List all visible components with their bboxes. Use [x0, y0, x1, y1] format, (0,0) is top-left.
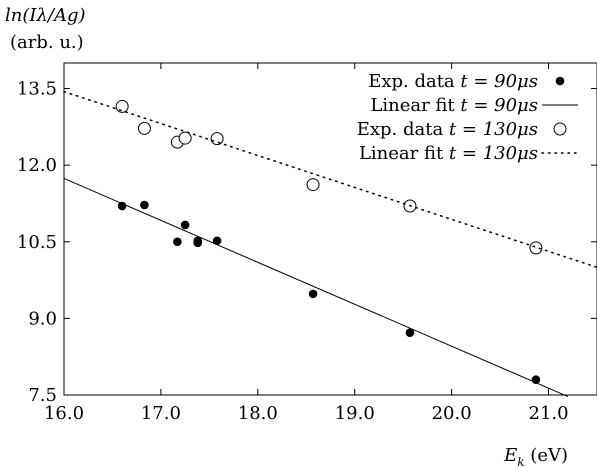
fit-line-3 [63, 90, 597, 269]
open-data-point [210, 132, 224, 146]
y-tick-label: 13.5 [17, 79, 57, 100]
legend-marker-swatch [553, 122, 567, 136]
plot-frame [63, 62, 597, 396]
legend-label: Linear fit t = 90μs [370, 95, 538, 116]
filled-data-point [140, 200, 149, 210]
legend-label: Exp. data t = 90μs [368, 71, 538, 92]
open-data-point [529, 241, 543, 255]
legend: Exp. data t = 90μs Linear fit t = 90μs Exp… [357, 71, 579, 164]
x-axis-label: Ek (eV) [503, 445, 568, 468]
series-1 [63, 177, 569, 397]
x-tick-label: 18.0 [238, 403, 278, 424]
legend-label: Exp. data t = 130μs [357, 119, 538, 140]
x-tick-label: 19.0 [335, 403, 375, 424]
x-tick-label: 21.0 [529, 403, 569, 424]
y-tick-label: 7.5 [28, 385, 57, 406]
series-0 [117, 200, 541, 384]
y-axis-label: ln(Iλ/Ag) [5, 5, 86, 26]
y-tick-label: 9.0 [28, 308, 57, 329]
legend-marker-swatch [555, 76, 565, 86]
filled-data-point [173, 237, 182, 247]
open-data-point [115, 99, 129, 113]
y-tick-label: 12.0 [17, 155, 57, 176]
x-tick-label: 16.0 [44, 403, 84, 424]
filled-data-point [308, 289, 318, 299]
x-tick-label: 20.0 [432, 403, 472, 424]
fit-line-1 [63, 177, 569, 397]
series-3 [63, 90, 597, 269]
filled-data-point [193, 238, 203, 248]
x-tick-label: 17.0 [141, 403, 181, 424]
open-data-point [178, 131, 192, 145]
open-data-point [137, 121, 151, 135]
open-data-point [306, 178, 320, 192]
filled-data-point [180, 220, 190, 230]
y-axis-unit-label: (arb. u.) [10, 32, 84, 53]
legend-label: Linear fit t = 130μs [359, 143, 538, 164]
series-2 [115, 99, 543, 255]
y-tick-label: 10.5 [17, 232, 57, 253]
filled-data-point [405, 328, 415, 337]
